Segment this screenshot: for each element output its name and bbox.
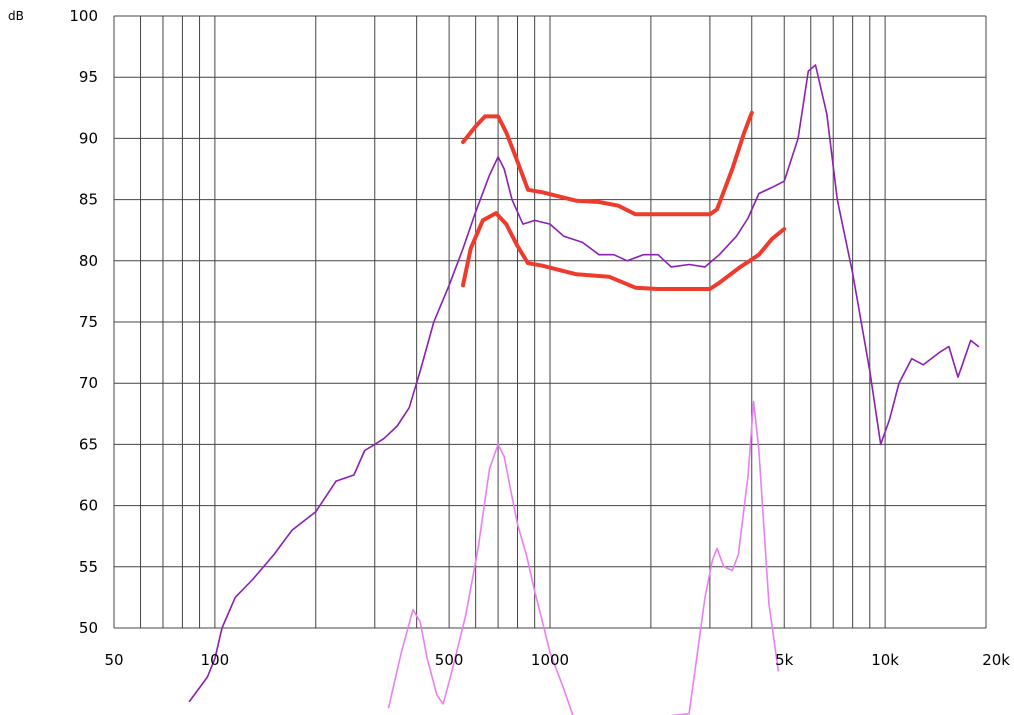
y-tick-label: 70	[79, 374, 98, 392]
y-tick-label: 60	[79, 497, 98, 515]
series-line-2	[461, 110, 754, 217]
y-tick-label: 50	[79, 619, 98, 637]
grid	[113, 15, 987, 629]
x-tick-label: 500	[435, 651, 464, 669]
series-layer	[188, 64, 980, 715]
y-tick-label: 85	[79, 191, 98, 209]
y-axis-unit-label: dB	[8, 9, 24, 23]
y-tick-label: 90	[79, 129, 98, 147]
x-tick-label: 1000	[531, 651, 569, 669]
y-tick-labels: 50 55 60 65 70 75 80 85 90 95 100	[69, 7, 98, 637]
y-tick-label: 95	[79, 68, 98, 86]
x-tick-label: 20k	[982, 651, 1010, 669]
y-tick-label: 80	[79, 252, 98, 270]
y-tick-label: 75	[79, 313, 98, 331]
x-tick-label: 50	[104, 651, 123, 669]
x-tick-labels: 50 100 500 1000 5k 10k 20k	[104, 651, 1010, 669]
x-tick-label: 5k	[775, 651, 794, 669]
y-tick-label: 65	[79, 435, 98, 453]
series-line-4	[387, 400, 780, 715]
series-line-3	[461, 211, 787, 291]
y-tick-label: 55	[79, 558, 98, 576]
y-tick-label: 100	[69, 7, 98, 25]
series-line-1	[188, 64, 980, 703]
x-tick-label: 10k	[871, 651, 899, 669]
x-tick-label: 100	[201, 651, 230, 669]
